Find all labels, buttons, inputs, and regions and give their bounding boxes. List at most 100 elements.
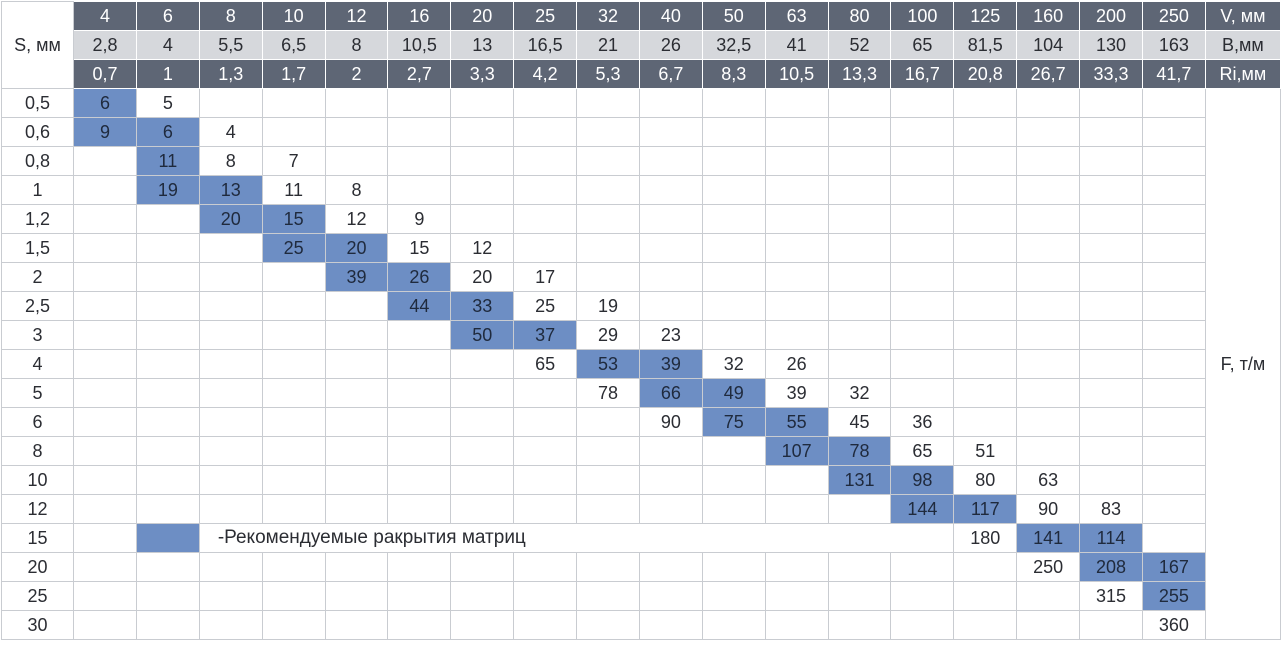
- empty-cell: [701, 610, 766, 640]
- empty-cell: [764, 233, 829, 263]
- empty-cell: [764, 204, 829, 234]
- empty-cell: [576, 204, 640, 234]
- empty-cell: [387, 378, 452, 408]
- empty-cell: [387, 610, 452, 640]
- b-header-cell: 8: [324, 30, 389, 60]
- empty-cell: [73, 552, 137, 582]
- v-header-cell: 100: [890, 1, 955, 31]
- empty-cell: [261, 320, 326, 350]
- empty-cell: [890, 117, 955, 147]
- empty-cell: [827, 146, 892, 176]
- empty-cell: [890, 378, 955, 408]
- empty-cell: [73, 465, 137, 495]
- empty-cell: [827, 291, 892, 321]
- ri-header-cell: 16,7: [890, 59, 955, 89]
- ri-header-cell: 13,3: [827, 59, 892, 89]
- empty-cell: [324, 88, 389, 118]
- empty-cell: [701, 204, 766, 234]
- ri-header-cell: 2: [324, 59, 389, 89]
- s-value-cell: 4: [0, 349, 75, 379]
- ri-unit-label: Ri,мм: [1204, 59, 1282, 89]
- empty-cell: [135, 262, 200, 292]
- empty-cell: [324, 610, 389, 640]
- empty-cell: [953, 320, 1018, 350]
- force-cell: 17: [513, 262, 578, 292]
- force-cell-recommended: 11: [135, 146, 200, 176]
- empty-cell: [638, 291, 703, 321]
- empty-cell: [827, 320, 892, 350]
- empty-cell: [953, 146, 1018, 176]
- empty-cell: [890, 233, 955, 263]
- force-cell-recommended: 144: [890, 494, 955, 524]
- s-value-cell: 20: [0, 552, 75, 582]
- empty-cell: [1141, 465, 1206, 495]
- b-header-cell: 163: [1141, 30, 1206, 60]
- b-header-cell: 13: [450, 30, 515, 60]
- empty-cell: [261, 88, 326, 118]
- force-cell: 12: [450, 233, 515, 263]
- empty-cell: [513, 146, 578, 176]
- empty-cell: [1016, 291, 1081, 321]
- empty-cell: [324, 436, 389, 466]
- empty-cell: [135, 436, 200, 466]
- empty-cell: [764, 117, 829, 147]
- empty-cell: [576, 262, 640, 292]
- empty-cell: [261, 552, 326, 582]
- empty-cell: [387, 146, 452, 176]
- s-value-cell: 5: [0, 378, 75, 408]
- empty-cell: [261, 494, 326, 524]
- force-cell: 250: [1016, 552, 1081, 582]
- empty-cell: [1079, 146, 1143, 176]
- empty-cell: [1016, 436, 1081, 466]
- force-cell-recommended: 39: [638, 349, 703, 379]
- force-cell: 90: [638, 407, 703, 437]
- force-cell: 29: [576, 320, 640, 350]
- force-cell-recommended: 44: [387, 291, 452, 321]
- v-header-cell: 4: [73, 1, 137, 31]
- header-row-v: S, мм 4 6 8 10 12 16 20 25 32 40 50 63 80 100 125 160 200…: [0, 1, 1282, 89]
- empty-cell: [890, 581, 955, 611]
- empty-cell: [1079, 117, 1143, 147]
- empty-cell: [198, 407, 263, 437]
- empty-cell: [324, 378, 389, 408]
- force-cell: 65: [513, 349, 578, 379]
- ri-header-cell: 1,3: [198, 59, 263, 89]
- empty-cell: [198, 581, 263, 611]
- s-header: S, мм: [0, 1, 75, 89]
- table-row: 8 107 78 65 51: [0, 436, 1281, 466]
- empty-cell: [513, 581, 578, 611]
- empty-cell: [1016, 610, 1081, 640]
- empty-cell: [261, 349, 326, 379]
- force-cell-recommended: 53: [576, 349, 640, 379]
- table-row: 0,6 9 6 4: [0, 117, 1281, 147]
- die-opening-force-table: S, мм 4 6 8 10 12 16 20 25 32 40 50 63 80 100 125 160 200…: [0, 1, 1282, 640]
- s-value-cell: 25: [0, 581, 75, 611]
- table-row: 30 360: [0, 610, 1281, 640]
- empty-cell: [513, 552, 578, 582]
- empty-cell: [198, 349, 263, 379]
- table-row: 1,5 25 20 15 12: [0, 233, 1281, 263]
- empty-cell: [198, 465, 263, 495]
- empty-cell: [1141, 175, 1206, 205]
- b-header-cell: 16,5: [513, 30, 578, 60]
- empty-cell: [135, 581, 200, 611]
- force-cell-recommended: 107: [764, 436, 829, 466]
- header-row-b: 2,8 4 5,5 6,5 8 10,5 13 16,5 21 26 32,5 41 52 65 81,5 1…: [2, 30, 1282, 60]
- force-cell: 65: [890, 436, 955, 466]
- empty-cell: [827, 581, 892, 611]
- table-row: 3 50 37 29 23: [0, 320, 1281, 350]
- ri-header-cell: 1: [135, 59, 200, 89]
- empty-cell: [73, 581, 137, 611]
- b-header-cell: 21: [576, 30, 640, 60]
- empty-cell: [1141, 291, 1206, 321]
- force-cell-recommended: 9: [73, 117, 137, 147]
- empty-cell: [953, 610, 1018, 640]
- empty-cell: [513, 378, 578, 408]
- force-cell-recommended: 25: [261, 233, 326, 263]
- empty-cell: [387, 407, 452, 437]
- b-header-cell: 2,8: [73, 30, 137, 60]
- force-cell-recommended: 114: [1079, 523, 1143, 553]
- ri-header-cell: 4,2: [513, 59, 578, 89]
- empty-cell: [953, 291, 1018, 321]
- empty-cell: [1079, 349, 1143, 379]
